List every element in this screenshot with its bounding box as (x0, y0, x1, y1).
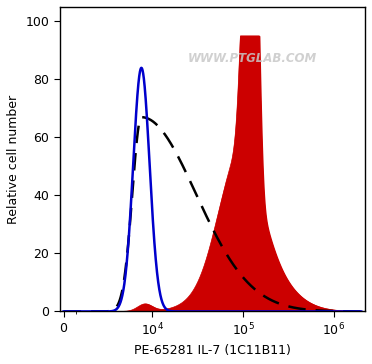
Y-axis label: Relative cell number: Relative cell number (7, 95, 20, 224)
Text: WWW.PTGLAB.COM: WWW.PTGLAB.COM (187, 52, 317, 65)
X-axis label: PE-65281 IL-7 (1C11B11): PE-65281 IL-7 (1C11B11) (134, 344, 291, 357)
